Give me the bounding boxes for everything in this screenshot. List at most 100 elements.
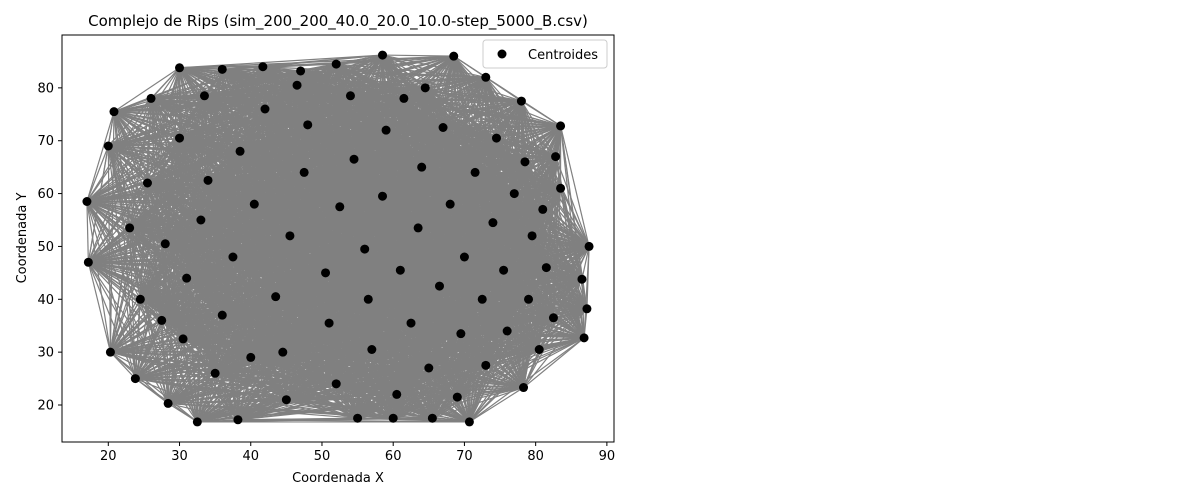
centroid-point (321, 268, 331, 278)
rips-edge (129, 227, 216, 374)
centroid-point (335, 202, 345, 212)
centroid-point (258, 62, 268, 72)
rips-edge (285, 235, 291, 400)
y-tick-label: 60 (37, 187, 54, 202)
rips-edge (357, 396, 458, 419)
rips-edge (542, 209, 588, 310)
centroid-point (551, 152, 561, 162)
centroid-point (538, 204, 548, 214)
rips-edge (492, 222, 508, 332)
rips-edge (146, 98, 152, 184)
rips-edge (161, 95, 206, 321)
centroid-point (491, 133, 501, 143)
rips-edge (250, 348, 540, 359)
rips-edge (129, 166, 422, 229)
rips-edge (86, 201, 89, 263)
centroid-point (424, 363, 434, 373)
centroid-point (175, 63, 185, 73)
rips-edge (250, 285, 440, 358)
centroid-point (449, 51, 459, 61)
centroid-point (299, 167, 309, 177)
centroid-point (378, 191, 388, 201)
rips-edge (86, 201, 141, 300)
x-tick-label: 30 (171, 449, 188, 464)
centroid-point (519, 383, 529, 393)
rips-edge (161, 171, 476, 321)
rips-edge (382, 54, 454, 57)
centroid-point (363, 294, 373, 304)
y-tick-label: 80 (37, 81, 54, 96)
rips-edges (86, 54, 590, 423)
rips-edge (428, 364, 486, 369)
rips-edge (250, 269, 504, 358)
rips-edge (129, 227, 326, 274)
centroid-point (82, 197, 92, 206)
rips-edge (86, 145, 109, 202)
centroid-point (331, 379, 341, 389)
rips-edge (129, 137, 497, 229)
rips-edge (161, 319, 397, 396)
rips-edge (460, 235, 533, 334)
rips-edge (161, 180, 209, 321)
centroid-point (125, 223, 135, 233)
rips-edge (524, 155, 556, 163)
rips-edge (339, 95, 352, 207)
rips-edge (204, 54, 383, 97)
rips-edge (456, 364, 487, 398)
rips-edge (296, 84, 533, 237)
centroid-point (456, 329, 466, 339)
rips-edge (460, 333, 487, 366)
centroid-point (271, 292, 281, 302)
rips-edge (161, 97, 405, 321)
centroid-point (459, 252, 469, 262)
rips-edge (425, 87, 522, 102)
rips-edge (204, 95, 412, 324)
y-tick-label: 30 (37, 346, 54, 361)
rips-edge (528, 298, 554, 319)
centroid-point (235, 146, 245, 156)
rips-edge (204, 95, 543, 210)
rips-edge (204, 95, 515, 195)
centroid-point (392, 389, 402, 399)
rips-edge (524, 161, 544, 210)
rips-edge (393, 396, 458, 419)
rips-edge (161, 319, 508, 332)
centroid-point (481, 72, 491, 82)
rips-edge (503, 269, 529, 300)
rips-edge (161, 320, 216, 374)
x-tick-label: 20 (100, 449, 117, 464)
centroid-point (378, 50, 388, 60)
centroid-point (582, 304, 592, 314)
rips-edge (296, 84, 497, 139)
centroid-point (502, 326, 512, 336)
rips-edge (432, 348, 540, 419)
centroid-point (199, 91, 209, 101)
rips-edge (296, 84, 494, 224)
centroid-point (296, 66, 306, 76)
centroid-point (516, 96, 526, 106)
rips-edge (161, 138, 181, 321)
centroid-point (577, 274, 587, 284)
rips-edge (250, 161, 526, 358)
rips-edge (161, 256, 465, 322)
centroid-point (353, 413, 363, 423)
centroid-point (381, 125, 391, 135)
centroid-point (249, 199, 259, 209)
rips-edge (538, 317, 555, 350)
centroid-point (217, 310, 227, 320)
rips-edge (396, 393, 458, 398)
rips-edge (204, 95, 533, 237)
rips-edge (250, 356, 337, 385)
rips-edge (204, 87, 426, 97)
rips-edge (399, 127, 444, 271)
centroid-point (349, 154, 359, 164)
centroid-point (584, 241, 594, 251)
rips-edge (161, 319, 412, 324)
rips-edge (424, 87, 544, 210)
rips-edge (513, 161, 526, 194)
rips-edge (113, 111, 131, 229)
centroid-point (556, 121, 566, 131)
x-tick-label: 70 (456, 449, 473, 464)
centroid-point (135, 294, 145, 304)
rips-edge (474, 161, 526, 174)
